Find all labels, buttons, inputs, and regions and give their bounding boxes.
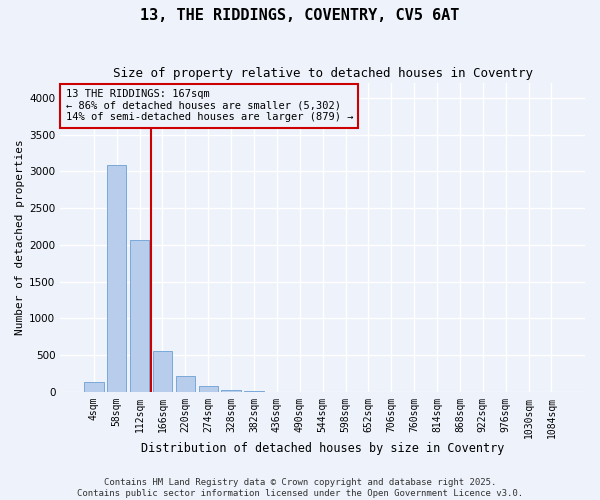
Title: Size of property relative to detached houses in Coventry: Size of property relative to detached ho… [113,68,533,80]
X-axis label: Distribution of detached houses by size in Coventry: Distribution of detached houses by size … [141,442,505,455]
Y-axis label: Number of detached properties: Number of detached properties [15,140,25,336]
Text: 13, THE RIDDINGS, COVENTRY, CV5 6AT: 13, THE RIDDINGS, COVENTRY, CV5 6AT [140,8,460,22]
Text: Contains HM Land Registry data © Crown copyright and database right 2025.
Contai: Contains HM Land Registry data © Crown c… [77,478,523,498]
Bar [221,390,241,392]
Bar [84,382,104,392]
Bar [153,350,172,392]
Bar [176,376,195,392]
Text: 13 THE RIDDINGS: 167sqm
← 86% of detached houses are smaller (5,302)
14% of semi: 13 THE RIDDINGS: 167sqm ← 86% of detache… [65,89,353,122]
Bar [107,166,127,392]
Bar [130,240,149,392]
Bar [199,386,218,392]
